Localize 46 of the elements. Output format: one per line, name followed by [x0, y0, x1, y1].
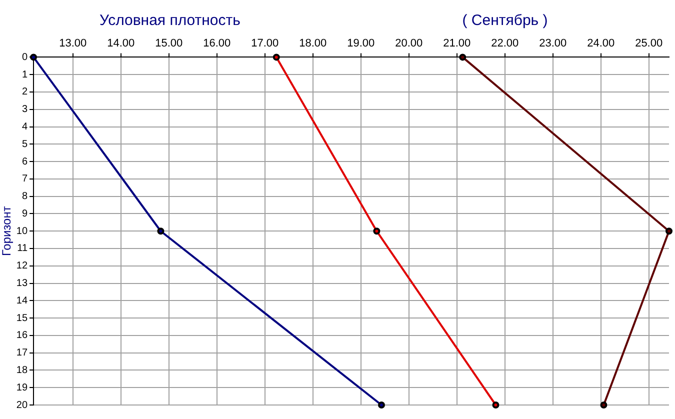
y-tick-label: 1	[22, 69, 28, 80]
x-tick-label: 21.00	[443, 38, 471, 50]
y-tick-label: 2	[22, 86, 28, 98]
y-tick-label: 16	[16, 330, 28, 342]
x-tick-label: 17.00	[251, 38, 279, 50]
y-tick-label: 0	[22, 52, 28, 63]
chart-title: Условная плотность	[100, 12, 241, 30]
x-tick-label: 25.00	[635, 38, 663, 50]
x-tick-label: 19.00	[347, 38, 375, 50]
point	[157, 228, 164, 235]
y-tick-label: 19	[16, 382, 28, 394]
x-tick-label: 18.00	[299, 38, 327, 50]
y-tick-label: 20	[16, 400, 28, 411]
y-axis-title: Горизонт	[0, 206, 14, 256]
y-tick-label: 3	[22, 104, 28, 116]
y-tick-label: 12	[16, 260, 28, 272]
y-tick-label: 18	[16, 364, 28, 376]
x-tick-label: 20.00	[395, 38, 423, 50]
y-tick-label: 6	[22, 156, 28, 168]
point	[378, 402, 385, 408]
x-tick-label: 23.00	[539, 38, 567, 50]
x-tick-label: 14.00	[107, 38, 135, 50]
y-tick-label: 4	[22, 122, 28, 133]
y-tick-label: 9	[22, 208, 28, 220]
y-tick-label: 17	[16, 348, 28, 359]
y-tick-label: 5	[22, 138, 28, 150]
y-tick-label: 8	[22, 191, 28, 202]
point	[30, 54, 38, 61]
point	[272, 54, 280, 61]
y-tick-label: 13	[16, 278, 28, 290]
y-tick-label: 10	[16, 226, 28, 237]
x-tick-label: 22.00	[491, 38, 519, 50]
x-tick-label: 24.00	[587, 38, 615, 50]
y-tick-label: 11	[17, 243, 28, 254]
x-tick-label: 15.00	[155, 38, 183, 50]
x-tick-label: 16.00	[203, 38, 231, 50]
y-tick-label: 14	[16, 295, 28, 306]
y-tick-label: 15	[16, 312, 28, 324]
point	[666, 228, 672, 235]
x-tick-label: 13.00	[59, 38, 87, 50]
point	[459, 54, 466, 61]
point	[492, 402, 500, 408]
point	[600, 402, 608, 408]
point	[373, 228, 380, 235]
y-tick-label: 7	[22, 174, 28, 185]
chart-subtitle: ( Сентябрь )	[462, 12, 548, 30]
